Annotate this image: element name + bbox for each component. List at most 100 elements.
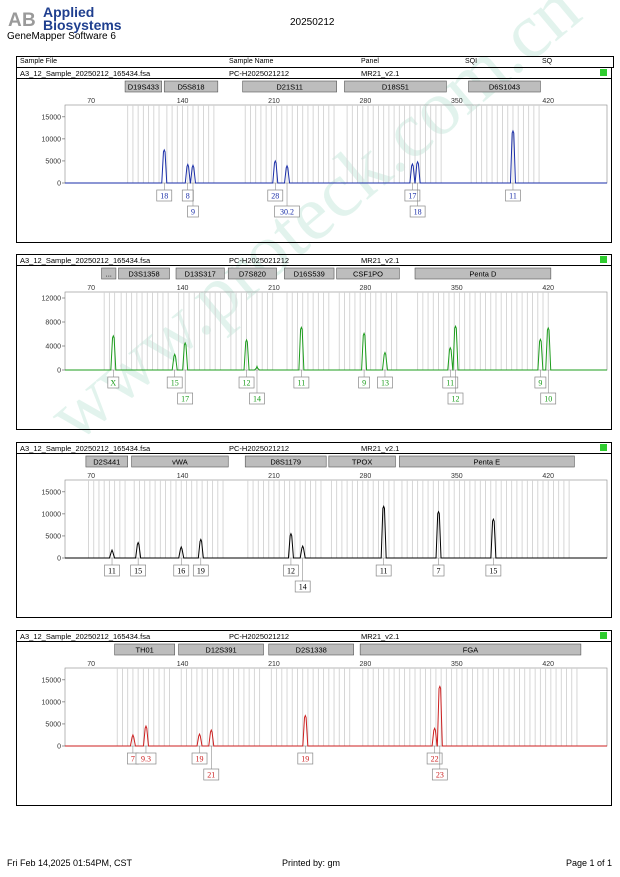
marker-0: TH01 bbox=[114, 643, 176, 656]
marker-label: D5S818 bbox=[177, 83, 204, 92]
allele-box bbox=[267, 189, 284, 202]
plot-frame bbox=[64, 667, 608, 747]
allele-box bbox=[130, 564, 146, 577]
allele-call: 11 bbox=[293, 370, 310, 389]
marker-1: D12S391 bbox=[178, 643, 264, 656]
y-tick-label: 5000 bbox=[45, 158, 61, 165]
allele-call: 11 bbox=[375, 558, 392, 577]
allele-label: 9 bbox=[362, 379, 366, 388]
allele-label: 12 bbox=[243, 379, 251, 388]
report-date: 20250212 bbox=[290, 17, 335, 28]
allele-box bbox=[426, 752, 443, 765]
allele-label: 13 bbox=[381, 379, 389, 388]
marker-bar bbox=[175, 267, 225, 280]
allele-label: 19 bbox=[196, 755, 204, 764]
marker-label: TPOX bbox=[352, 458, 372, 467]
marker-4: D6S1043 bbox=[468, 80, 541, 93]
allele-bins bbox=[88, 480, 570, 558]
marker-label: D21S11 bbox=[276, 83, 303, 92]
col-sq: SQ bbox=[542, 58, 553, 65]
marker-2: D2S1338 bbox=[268, 643, 354, 656]
marker-bar bbox=[242, 80, 337, 93]
allele-label: 8 bbox=[186, 192, 190, 201]
allele-call: 15 bbox=[166, 370, 183, 389]
marker-bar bbox=[399, 455, 575, 468]
allele-box bbox=[156, 189, 173, 202]
electropherogram-panel-red: A3_12_Sample_20250212_165434.fsa PC-H202… bbox=[16, 630, 612, 806]
marker-bar bbox=[163, 80, 219, 93]
red-dye-plot: TH01 D12S391 D2S1338 FGA 70 140 210 280 350 420 0 5… bbox=[42, 643, 608, 781]
col-sqi: SQI bbox=[465, 58, 478, 65]
allele-label: 28 bbox=[271, 192, 279, 201]
marker-label: D6S1043 bbox=[489, 83, 520, 92]
marker-label: TH01 bbox=[135, 646, 153, 655]
marker-2: D21S11 bbox=[242, 80, 337, 93]
trace-line bbox=[65, 324, 607, 371]
y-tick-label: 10000 bbox=[42, 699, 62, 706]
allele-label: 9.3 bbox=[141, 755, 151, 764]
marker-label: D18S51 bbox=[382, 83, 409, 92]
x-tick-label: 350 bbox=[451, 285, 463, 292]
x-tick-label: 140 bbox=[177, 473, 189, 480]
marker-label: D2S441 bbox=[93, 458, 120, 467]
marker-0: ... bbox=[101, 267, 117, 280]
allele-box bbox=[274, 205, 300, 218]
allele-box bbox=[166, 376, 183, 389]
allele-call: 10 bbox=[540, 370, 557, 405]
allele-box bbox=[203, 768, 220, 781]
marker-label: ... bbox=[106, 270, 112, 279]
marker-3: D18S51 bbox=[344, 80, 447, 93]
marker-label: Penta D bbox=[469, 270, 497, 279]
x-tick-label: 420 bbox=[542, 98, 554, 105]
allele-box bbox=[181, 189, 194, 202]
y-tick-label: 5000 bbox=[45, 721, 61, 728]
marker-label: D19S433 bbox=[128, 83, 159, 92]
marker-bar bbox=[124, 80, 162, 93]
marker-0: D2S441 bbox=[85, 455, 128, 468]
allele-label: 15 bbox=[134, 567, 142, 576]
allele-box bbox=[135, 752, 157, 765]
marker-bar bbox=[328, 455, 396, 468]
allele-label: 11 bbox=[446, 379, 454, 388]
electropherogram-panel-green: A3_12_Sample_20250212_165434.fsa PC-H202… bbox=[16, 254, 612, 430]
allele-label: 18 bbox=[160, 192, 168, 201]
allele-box bbox=[404, 189, 421, 202]
allele-call: 13 bbox=[377, 370, 393, 389]
marker-bar bbox=[244, 455, 327, 468]
printed-by: Printed by: gm bbox=[282, 858, 341, 868]
trace-line bbox=[65, 505, 607, 559]
y-tick-label: 0 bbox=[57, 556, 61, 563]
marker-0: D19S433 bbox=[124, 80, 162, 93]
sample-name: PC-H2025021212 bbox=[229, 444, 290, 453]
x-tick-label: 280 bbox=[360, 285, 372, 292]
quality-indicator bbox=[600, 444, 607, 451]
x-tick-label: 70 bbox=[87, 661, 95, 668]
y-tick-label: 0 bbox=[57, 744, 61, 751]
allele-call: 9 bbox=[534, 370, 547, 389]
allele-box bbox=[358, 376, 370, 389]
y-tick-label: 12000 bbox=[42, 296, 62, 303]
trace-line bbox=[65, 685, 607, 747]
allele-call: 21 bbox=[203, 746, 220, 781]
marker-bar bbox=[227, 267, 277, 280]
sample-file: A3_12_Sample_20250212_165434.fsa bbox=[20, 444, 151, 453]
x-tick-label: 350 bbox=[451, 661, 463, 668]
x-tick-label: 70 bbox=[87, 98, 95, 105]
allele-box bbox=[293, 376, 310, 389]
allele-call: 7 bbox=[432, 558, 445, 577]
allele-label: 9 bbox=[191, 208, 195, 217]
brand-line-2: Biosystems bbox=[43, 17, 122, 33]
allele-label: 23 bbox=[436, 771, 444, 780]
sample-file: A3_12_Sample_20250212_165434.fsa bbox=[20, 69, 151, 78]
allele-box bbox=[249, 392, 265, 405]
page-number: Page 1 of 1 bbox=[566, 858, 613, 868]
allele-call: 15 bbox=[130, 558, 146, 577]
marker-bar bbox=[468, 80, 541, 93]
marker-bar bbox=[101, 267, 117, 280]
y-tick-label: 15000 bbox=[42, 677, 62, 684]
ab-logo-icon: A B bbox=[7, 8, 41, 30]
x-tick-label: 70 bbox=[87, 285, 95, 292]
sample-row: A3_12_Sample_20250212_165434.fsa PC-H202… bbox=[17, 68, 611, 79]
allele-label: 14 bbox=[299, 583, 307, 592]
allele-label: 30.2 bbox=[280, 208, 294, 217]
